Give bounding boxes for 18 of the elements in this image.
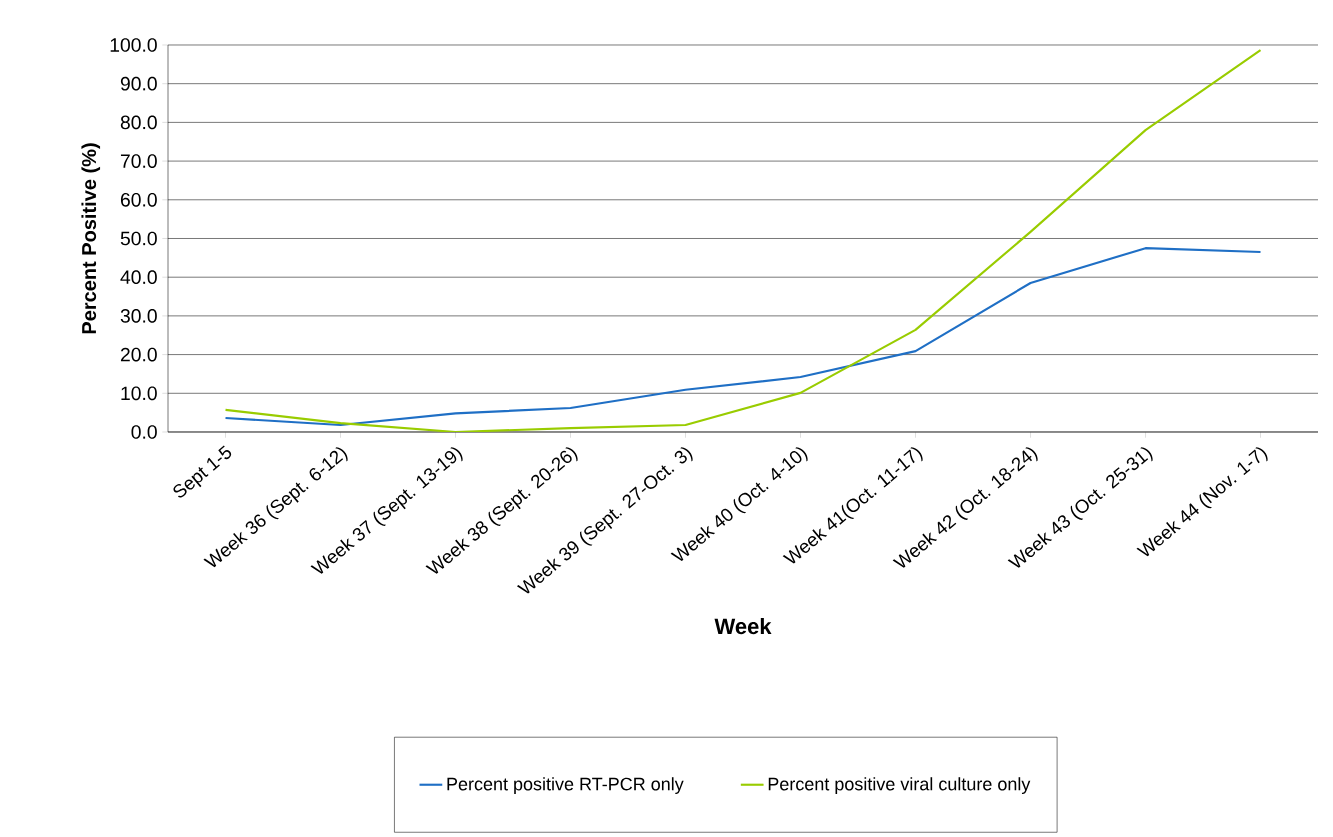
- y-axis-title: Percent Positive (%): [81, 143, 101, 334]
- y-tick-label: 100.0: [110, 38, 157, 52]
- y-tick-label: 40.0: [120, 270, 157, 285]
- y-tick-label: 70.0: [120, 154, 157, 168]
- y-tick-label: 90.0: [120, 76, 157, 91]
- line-series: [224, 247, 1262, 427]
- y-tick-label: 30.0: [120, 309, 157, 323]
- x-axis-title: Week: [714, 618, 772, 635]
- x-tick-label: Sept 1-5: [173, 445, 232, 498]
- y-tick-label: 20.0: [120, 347, 157, 362]
- y-tick-label: 0.0: [131, 425, 157, 439]
- y-tick-label: 80.0: [120, 115, 157, 130]
- y-tick-label: 60.0: [120, 192, 157, 207]
- line-series: [224, 48, 1262, 432]
- y-tick-label: 50.0: [120, 231, 157, 246]
- y-tick-label: 10.0: [121, 386, 157, 401]
- legend-label: Percent positive viral culture only: [768, 777, 1031, 794]
- legend-label: Percent positive RT-PCR only: [447, 777, 684, 794]
